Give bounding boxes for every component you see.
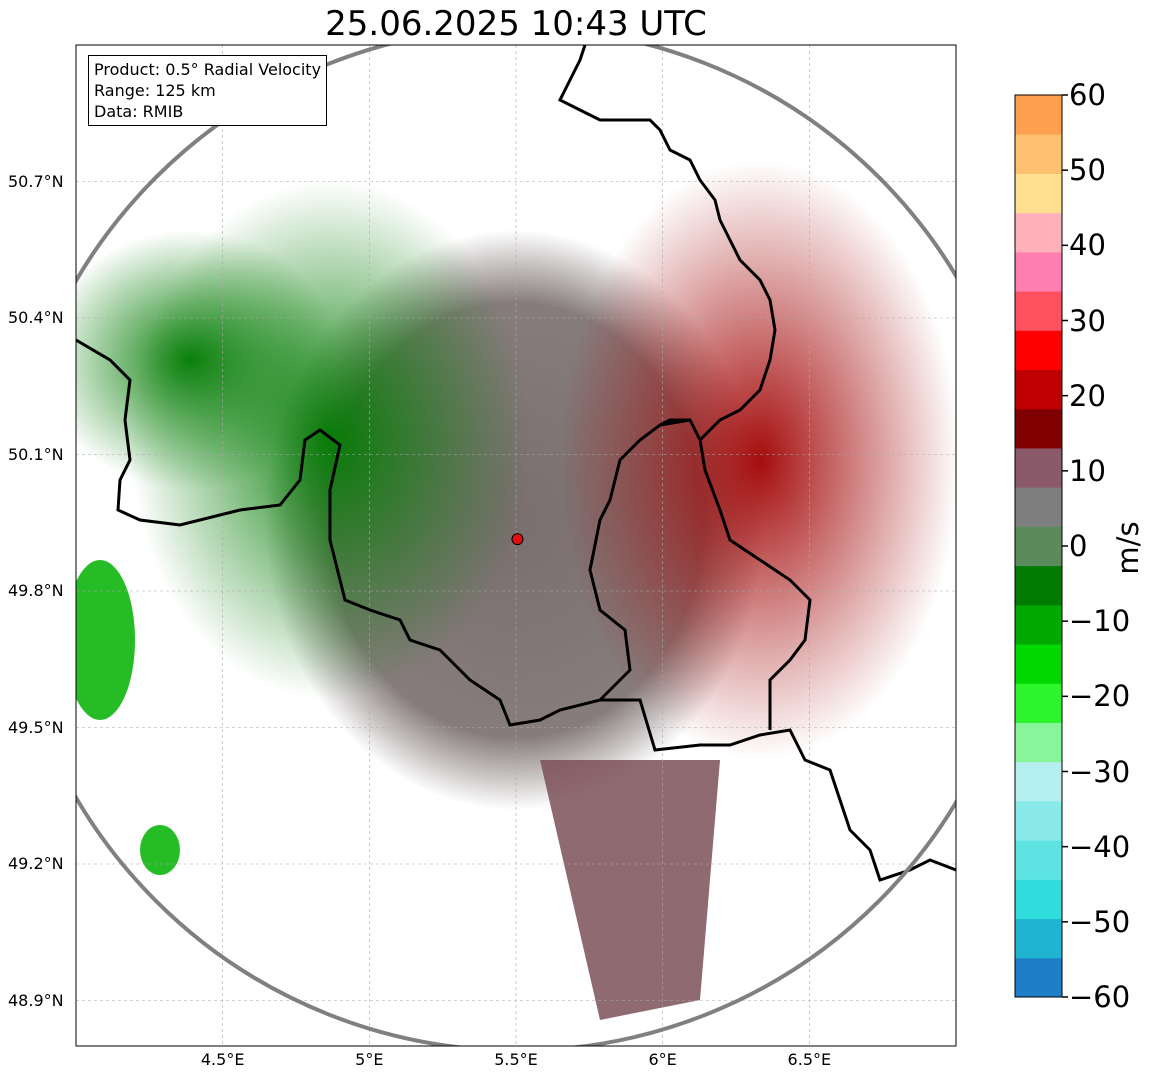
product-info-box: Product: 0.5° Radial Velocity Range: 125… (88, 55, 328, 126)
colorbar-tick-label: 40 (1069, 228, 1106, 263)
colorbar-swatch (1015, 487, 1062, 527)
lon-tick-label: 4.5°E (200, 1050, 245, 1069)
radar-site-marker[interactable] (511, 533, 524, 546)
colorbar-tick-label: −30 (1069, 754, 1131, 789)
colorbar-tick-label: 10 (1069, 453, 1106, 488)
echo-inbound-northwest (76, 230, 340, 490)
border-luxembourg (588, 418, 812, 730)
product-line: Product: 0.5° Radial Velocity (94, 60, 322, 79)
lon-tick-label: 6°E (648, 1050, 677, 1069)
echo-west-cell (76, 560, 135, 720)
lat-tick-label: 49.2°N (8, 854, 64, 873)
colorbar-tick-label: 0 (1069, 529, 1088, 563)
colorbar-swatch (1015, 212, 1062, 253)
lat-tick-label: 49.5°N (8, 717, 64, 737)
colorbar-unit-label: m/s (1111, 521, 1145, 575)
colorbar-swatch (1015, 604, 1062, 645)
colorbar-swatch (1015, 526, 1062, 567)
echo-outbound-east (560, 160, 956, 760)
colorbar-swatch (1015, 722, 1062, 763)
lon-tick-label: 5°E (355, 1050, 384, 1069)
data-source-line: Data: RMIB (94, 102, 184, 121)
map-title: 25.06.2025 10:43 UTC (325, 4, 707, 44)
lat-lon-grid (76, 45, 956, 1046)
range-line: Range: 125 km (94, 81, 216, 100)
map-frame (75, 44, 957, 1047)
colorbar-swatch (1015, 879, 1062, 920)
colorbar-swatch (1015, 761, 1062, 802)
colorbar-swatch (1015, 369, 1062, 410)
border-luxembourg-north (659, 418, 690, 427)
colorbar-swatch (1015, 134, 1062, 174)
colorbar-swatch (1015, 330, 1062, 371)
colorbar-tick-label: 60 (1069, 78, 1106, 112)
colorbar-swatch (1015, 447, 1062, 488)
colorbar-tick-label: 30 (1069, 303, 1106, 338)
colorbar-swatch (1015, 251, 1062, 292)
colorbar-swatch (1015, 291, 1062, 331)
colorbar-tick-label: −40 (1069, 829, 1131, 864)
colorbar-tick-label: −50 (1069, 904, 1131, 939)
country-borders (76, 45, 956, 882)
colorbar-swatch (1015, 565, 1062, 606)
border-belgium-france-west (76, 338, 956, 882)
echo-southwest-cell (140, 825, 180, 875)
border-germany (557, 45, 777, 442)
echo-southern-plume (540, 760, 720, 1020)
colorbar-swatch (1015, 683, 1062, 723)
colorbar-swatch (1015, 408, 1062, 449)
colorbar-tick-label: 50 (1069, 153, 1106, 188)
colorbar-swatch (1015, 800, 1062, 841)
lon-tick-label: 5.5°E (494, 1050, 538, 1069)
lat-tick-label: 48.9°N (8, 990, 64, 1010)
lat-tick-label: 50.4°N (8, 308, 64, 327)
velocity-echoes (76, 160, 956, 1020)
colorbar-tick-label: −20 (1069, 679, 1131, 714)
colorbar-tick-label: −10 (1069, 604, 1131, 639)
colorbar-swatch (1015, 840, 1062, 880)
lat-tick-label: 50.7°N (8, 171, 64, 191)
lat-tick-label: 50.1°N (8, 444, 64, 464)
colorbar-swatch (1015, 173, 1062, 214)
colorbar-swatch (1015, 918, 1062, 959)
colorbar-tick-label: 20 (1069, 378, 1106, 413)
colorbar-swatch (1015, 644, 1062, 684)
lon-tick-label: 6.5°E (787, 1050, 832, 1069)
colorbar-swatch (1015, 957, 1062, 998)
lat-tick-label: 49.8°N (8, 581, 64, 600)
colorbar-swatch (1015, 95, 1062, 135)
colorbar-tick-label: −60 (1069, 980, 1131, 1014)
